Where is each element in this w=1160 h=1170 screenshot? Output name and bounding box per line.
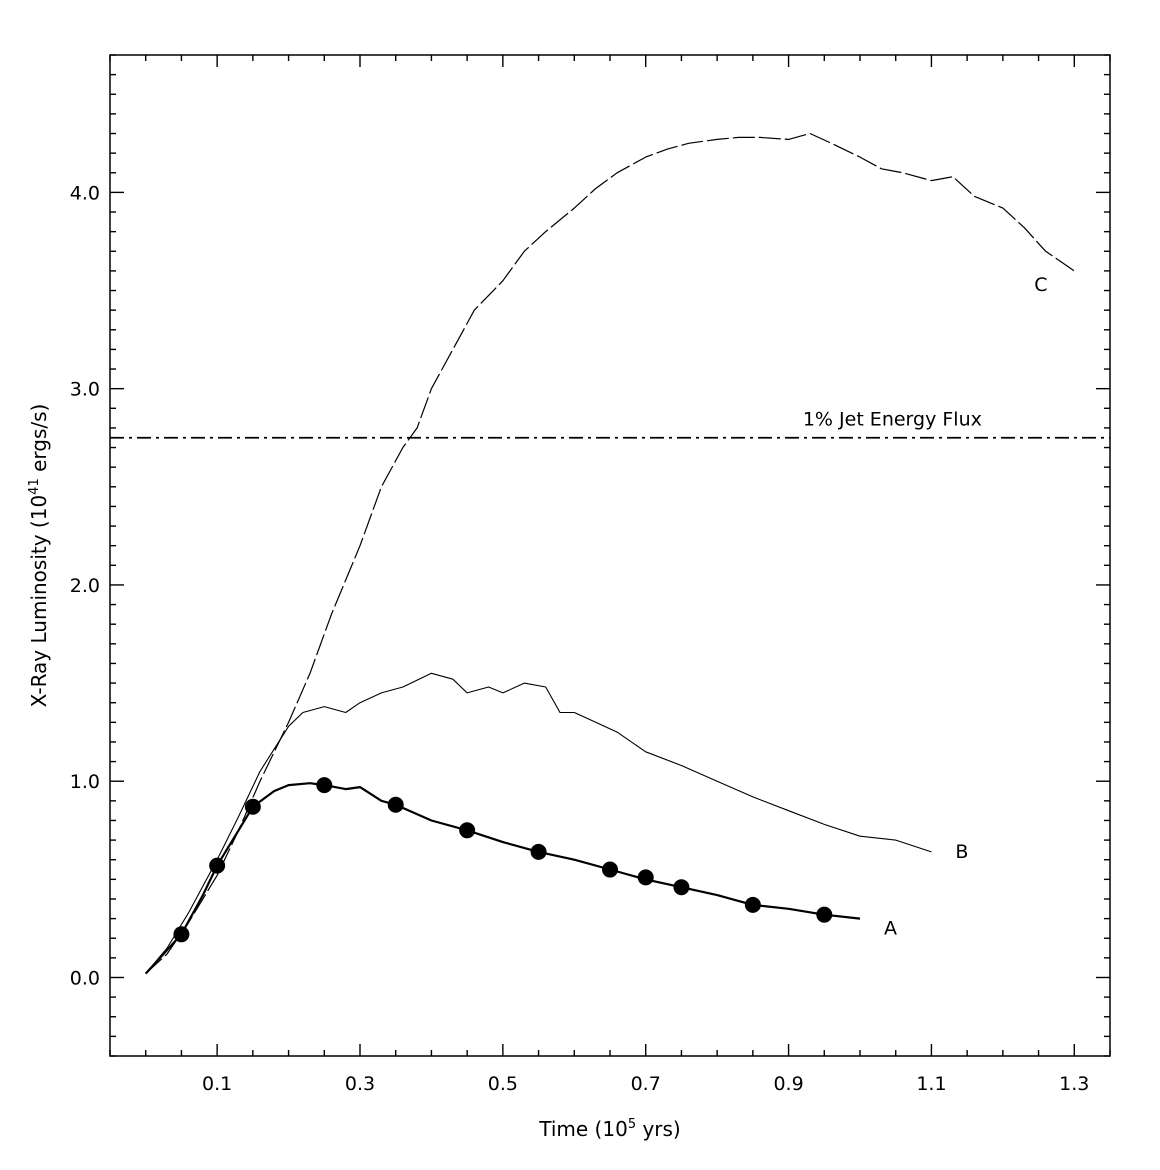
x-axis-title: Time (105 yrs) — [538, 1117, 680, 1141]
plot-frame — [109, 54, 1111, 1057]
x-tick-label: 0.9 — [773, 1073, 803, 1095]
series-A-marker — [173, 926, 190, 943]
x-tick-label: 1.3 — [1059, 1073, 1089, 1095]
x-tick-label: 0.3 — [345, 1073, 375, 1095]
y-axis-title: X-Ray Luminosity (1041 ergs/s) — [27, 404, 51, 708]
series-A-marker — [637, 869, 654, 886]
series-A-marker — [530, 843, 547, 860]
y-axis-title-tail: ergs/s) — [27, 404, 51, 479]
x-tick-label: 0.5 — [488, 1073, 518, 1095]
x-axis-title-tail: yrs) — [636, 1117, 681, 1141]
y-tick-label: 2.0 — [70, 575, 100, 597]
reference-line-label: 1% Jet Energy Flux — [803, 409, 982, 431]
tick-marks — [109, 54, 1111, 1057]
x-axis-title-sup: 5 — [628, 1117, 636, 1132]
tick-labels: 0.1 0.3 0.5 0.7 0.9 1.1 1.3 0.0 1.0 2.0 3.0 4.0 A B C — [70, 182, 1090, 1095]
series-A-marker — [602, 861, 618, 878]
series-B-line — [145, 672, 932, 974]
x-tick-label: 0.7 — [631, 1073, 661, 1095]
x-tick-label: 1.1 — [916, 1073, 946, 1095]
series-C-label: C — [1034, 274, 1047, 296]
y-tick-label: 0.0 — [70, 967, 100, 989]
y-tick-label: 4.0 — [70, 182, 100, 204]
series-A-marker — [209, 857, 226, 874]
series-A-marker — [744, 896, 761, 913]
y-axis-title-sup: 41 — [27, 478, 42, 495]
series-A-marker — [459, 822, 476, 839]
y-tick-label: 1.0 — [70, 771, 100, 793]
series-A-marker — [673, 879, 690, 896]
series-A-marker — [244, 798, 261, 815]
series-C-line — [145, 132, 1075, 975]
series-A-marker — [816, 906, 833, 923]
y-tick-label: 3.0 — [70, 379, 100, 401]
series-A-marker — [387, 796, 404, 813]
data-markers — [173, 777, 833, 943]
x-tick-label: 0.1 — [202, 1073, 232, 1095]
series-A-label: A — [884, 918, 897, 940]
series-A-marker — [316, 777, 333, 794]
series-B-label: B — [955, 841, 968, 863]
